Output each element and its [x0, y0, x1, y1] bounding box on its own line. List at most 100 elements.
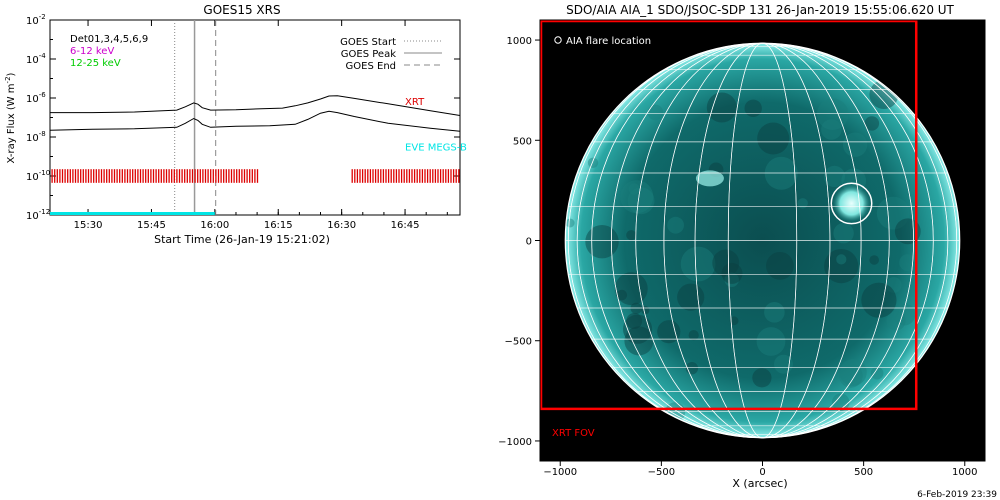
texture-blob — [899, 254, 917, 272]
texture-blob — [626, 313, 643, 329]
texture-blob — [565, 218, 575, 228]
y-tick-label: 10-10 — [26, 169, 50, 183]
legend-entry: GOES Peak — [341, 49, 396, 60]
texture-blob — [712, 249, 740, 277]
y-tick-label: 0 — [526, 237, 532, 248]
texture-blob — [831, 393, 850, 412]
goes-chart: GOES15 XRS 15:30 15:45 16:00 16:15 16:30 16:4… — [4, 3, 467, 246]
legend-entry: GOES End — [346, 61, 396, 72]
texture-blob — [756, 327, 786, 356]
texture-blob — [764, 302, 785, 323]
legend-entry: 12-25 keV — [70, 58, 121, 69]
texture-blob — [821, 119, 842, 140]
texture-blob — [870, 366, 884, 380]
texture-blob — [647, 104, 664, 121]
texture-blob — [641, 306, 650, 315]
texture-blob — [744, 99, 762, 118]
active-region-glow — [695, 170, 724, 187]
texture-blob — [627, 187, 655, 215]
legend-entry: GOES Start — [340, 37, 396, 48]
y-tick-label: 500 — [513, 136, 532, 147]
texture-blob — [816, 98, 849, 130]
texture-blob — [585, 225, 619, 259]
image-title: SDO/AIA AIA_1 SDO/JSOC-SDP 131 26-Jan-20… — [566, 3, 954, 17]
aia-image-panel: SDO/AIA AIA_1 SDO/JSOC-SDP 131 26-Jan-20… — [498, 3, 986, 490]
texture-blob — [842, 132, 868, 157]
series-line-0 — [50, 95, 461, 116]
y-tick-label: −500 — [505, 337, 532, 348]
texture-blob — [876, 196, 910, 230]
texture-blob — [752, 368, 772, 388]
texture-blob — [667, 216, 684, 234]
texture-blob — [869, 255, 879, 265]
y-tick-label: 1000 — [507, 36, 532, 47]
texture-blob — [886, 311, 906, 331]
legend-entry: Det01,3,4,5,6,9 — [70, 34, 148, 45]
y-tick-label: 10-4 — [26, 52, 46, 66]
solar-texture — [565, 80, 921, 423]
x-tick-label: 16:30 — [327, 220, 356, 231]
texture-blob — [587, 157, 599, 168]
y-tick-label: −1000 — [498, 437, 532, 448]
texture-blob — [861, 282, 897, 318]
footer-timestamp: 6-Feb-2019 23:39 — [917, 490, 997, 500]
series-line-1 — [49, 110, 461, 132]
x-tick-label: −1000 — [543, 467, 577, 478]
texture-blob — [893, 303, 916, 326]
x-tick-label: 16:15 — [264, 220, 293, 231]
texture-blob — [823, 165, 846, 187]
x-axis-label: X (arcsec) — [732, 477, 787, 490]
texture-blob — [839, 358, 867, 386]
texture-blob — [657, 320, 681, 344]
chart-title: GOES15 XRS — [203, 3, 280, 17]
y-tick-label: 10-2 — [26, 13, 46, 27]
solar-limb — [564, 42, 961, 439]
legend-circle-icon — [554, 36, 562, 44]
texture-blob — [706, 92, 737, 123]
texture-blob — [885, 277, 902, 293]
flare-location-circle — [830, 182, 873, 225]
x-tick-label: 15:30 — [74, 220, 103, 231]
x-tick-label: 16:45 — [391, 220, 420, 231]
legend-entry: 6-12 keV — [70, 46, 114, 57]
texture-blob — [624, 326, 654, 356]
texture-blob — [677, 283, 705, 311]
texture-blob — [616, 289, 628, 301]
xrt-fov-box — [539, 19, 918, 411]
texture-blob — [721, 262, 743, 284]
series-label: EVE MEGS-B — [405, 143, 467, 154]
texture-blob — [766, 252, 794, 280]
series-lines — [49, 95, 461, 215]
x-tick-label: 1000 — [952, 467, 977, 478]
y-tick-label: 10-6 — [26, 91, 46, 105]
texture-blob — [864, 116, 880, 131]
texture-blob — [680, 246, 716, 282]
x-tick-label: 16:00 — [200, 220, 229, 231]
x-tick-label: −500 — [648, 467, 675, 478]
texture-blob — [620, 180, 654, 214]
legend: AIA flare location — [554, 36, 651, 47]
texture-blob — [757, 122, 790, 155]
series-labels: XRT EVE MEGS-B — [405, 97, 467, 154]
texture-blob — [724, 272, 739, 287]
texture-blob — [626, 230, 637, 241]
axis-ticks: −1000 −500 0 500 1000 −1000 −500 0 500 1000 — [498, 36, 977, 478]
flare-glow — [832, 184, 871, 223]
legend-label: AIA flare location — [566, 36, 651, 47]
x-axis-label: Start Time (26-Jan-19 15:21:02) — [154, 233, 330, 246]
x-tick-label: 0 — [759, 467, 765, 478]
y-tick-label: 10-12 — [26, 208, 50, 222]
texture-blob — [628, 183, 640, 195]
texture-blob — [836, 254, 847, 265]
y-axis-label: X-ray Flux (W m-2) — [4, 72, 17, 163]
texture-blob — [894, 218, 921, 245]
texture-blob — [839, 364, 863, 388]
x-tick-label: 500 — [854, 467, 873, 478]
texture-blob — [614, 272, 648, 306]
texture-blob — [688, 330, 699, 341]
texture-blob — [729, 316, 739, 326]
x-tick-label: 15:45 — [137, 220, 166, 231]
xrt-fov-label: XRT FOV — [552, 428, 595, 439]
